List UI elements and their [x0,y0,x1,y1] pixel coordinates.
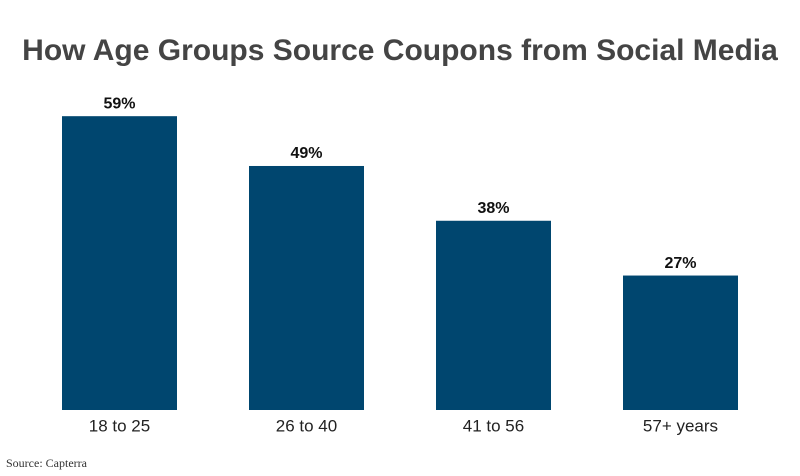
x-tick-label: 41 to 56 [463,416,524,435]
bar [623,275,738,410]
value-label: 49% [290,145,322,162]
x-tick-label: 18 to 25 [89,416,150,435]
bar [436,220,551,410]
bar [249,165,364,410]
chart-title: How Age Groups Source Coupons from Socia… [22,34,778,67]
x-tick-label: 57+ years [643,416,718,435]
value-label: 27% [664,255,696,272]
value-label: 59% [103,95,135,112]
x-tick-label: 26 to 40 [276,416,337,435]
source-note: Source: Capterra [6,456,88,470]
bar [62,116,177,411]
value-label: 38% [477,200,509,217]
